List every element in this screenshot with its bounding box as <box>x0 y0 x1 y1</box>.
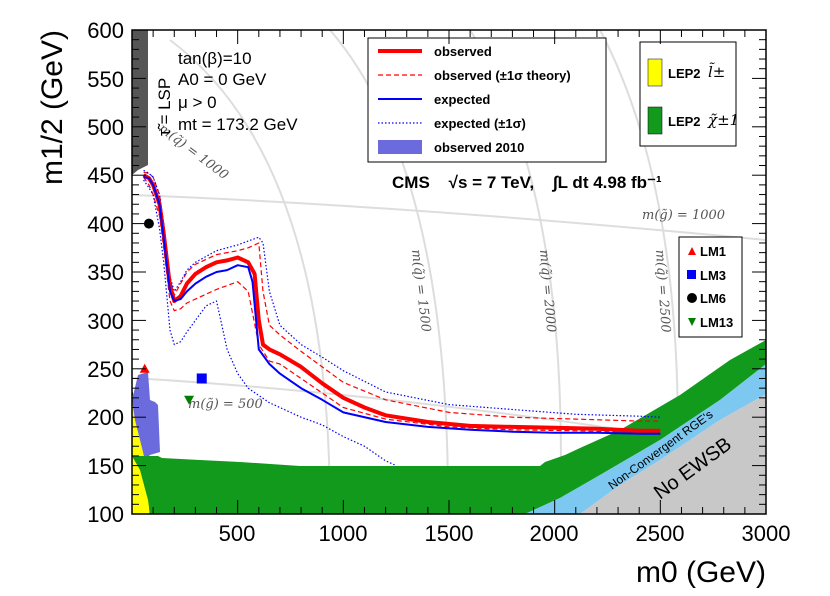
excluded-regions <box>132 30 766 514</box>
model-info: tan(β)=10 A0 = 0 GeV μ > 0 mt = 173.2 Ge… <box>178 49 298 134</box>
y-tick-labels: 100 150 200 250 300 350 400 450 500 550 … <box>87 18 124 527</box>
y-tick-550: 550 <box>87 67 124 92</box>
legend-label-expected-1sigma: expected (±1σ) <box>434 116 526 131</box>
series-expected-1-upper <box>143 169 661 418</box>
gluino-500-label: m(g̃) = 500 <box>188 397 263 412</box>
legend-label-expected: expected <box>434 92 490 107</box>
benchmark-markers <box>139 218 207 405</box>
energy-lumi-label: CMS √s = 7 TeV, ∫L dt 4.98 fb⁻¹ <box>392 173 662 192</box>
legend-label-observed-2010: observed 2010 <box>434 140 524 155</box>
y-tick-400: 400 <box>87 212 124 237</box>
lep-chargino-region <box>132 340 766 514</box>
legend-label-observed: observed <box>434 44 492 59</box>
y-tick-350: 350 <box>87 260 124 285</box>
gluino-contour-1000 <box>132 194 766 241</box>
y-tick-450: 450 <box>87 163 124 188</box>
lep-label-slepton: LEP2 <box>668 66 701 81</box>
lep-symbol-slepton: l̃± <box>708 63 725 81</box>
benchmark-lm13 <box>184 395 195 405</box>
benchmark-legend-lm13-marker <box>688 318 696 326</box>
x-tick-labels: 500 1000 1500 2000 2500 3000 <box>219 521 791 546</box>
lep-legend: LEP2 l̃± LEP2 χ̃±1 <box>639 41 739 147</box>
y-axis-label: m1/2 (GeV) <box>36 30 69 185</box>
limit-curves <box>142 169 661 467</box>
model-mu: μ > 0 <box>178 93 217 112</box>
squark-2500-label: m(q̃) = 2500 <box>652 249 673 333</box>
legend-swatch-observed-2010 <box>378 140 422 154</box>
benchmark-lm6 <box>143 218 154 229</box>
series-expected-1-lower <box>143 179 397 467</box>
x-tick-2000: 2000 <box>530 521 579 546</box>
benchmark-legend-lm3-marker <box>687 270 696 279</box>
benchmark-legend-lm6: LM6 <box>700 291 726 306</box>
legend: observed observed (±1σ theory) expected … <box>367 37 607 163</box>
series-expected <box>143 176 661 435</box>
stau-lsp-label: τ̃ = LSP <box>155 78 174 136</box>
model-tanbeta: tan(β)=10 <box>178 49 252 68</box>
lep-label-chargino: LEP2 <box>668 114 701 129</box>
benchmark-legend: LM1 LM3 LM6 LM13 <box>678 236 743 338</box>
benchmark-legend-lm13: LM13 <box>700 315 733 330</box>
lep-symbol-chargino: χ̃±1 <box>707 111 739 129</box>
stau-lsp-region <box>132 30 148 175</box>
benchmark-legend-lm1-marker <box>688 247 696 255</box>
benchmark-legend-lm6-marker <box>687 293 697 303</box>
y-tick-500: 500 <box>87 115 124 140</box>
x-axis-label: m0 (GeV) <box>636 556 766 589</box>
benchmark-lm3 <box>196 373 207 384</box>
model-a0: A0 = 0 GeV <box>178 70 267 89</box>
y-tick-100: 100 <box>87 502 124 527</box>
lep-swatch-chargino <box>647 106 663 135</box>
y-tick-150: 150 <box>87 454 124 479</box>
squark-2000-label: m(q̃) = 2000 <box>536 249 558 333</box>
observed-2010-region <box>132 372 160 460</box>
x-tick-1000: 1000 <box>319 521 368 546</box>
y-tick-300: 300 <box>87 309 124 334</box>
lep-swatch-slepton <box>647 58 663 87</box>
gluino-1000-label: m(g̃) = 1000 <box>642 208 725 223</box>
legend-label-observed-theory: observed (±1σ theory) <box>434 68 571 83</box>
benchmark-legend-lm3: LM3 <box>700 268 726 283</box>
x-tick-2500: 2500 <box>636 521 685 546</box>
model-mt: mt = 173.2 GeV <box>178 115 298 134</box>
series-observed <box>142 173 661 433</box>
axis-ticks <box>131 29 767 515</box>
no-ewsb-region <box>580 394 766 514</box>
x-tick-3000: 3000 <box>742 521 791 546</box>
y-tick-200: 200 <box>87 405 124 430</box>
squark-contour-1000 <box>169 39 331 514</box>
benchmark-legend-lm1: LM1 <box>700 244 726 259</box>
y-tick-250: 250 <box>87 357 124 382</box>
y-tick-600: 600 <box>87 18 124 43</box>
x-tick-500: 500 <box>219 521 256 546</box>
x-tick-1500: 1500 <box>425 521 474 546</box>
